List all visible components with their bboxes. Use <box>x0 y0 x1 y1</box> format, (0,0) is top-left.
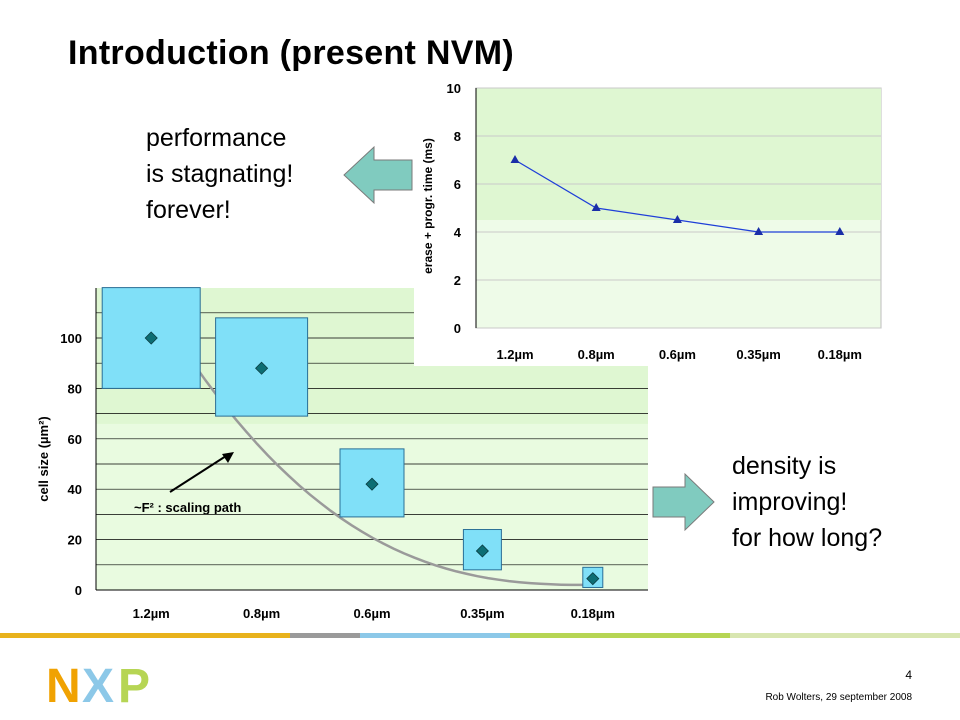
cell-size-marker <box>586 572 600 586</box>
time-marker <box>510 155 520 163</box>
time-marker <box>672 215 682 223</box>
annotation-arrowhead <box>222 452 234 463</box>
density-callout-line: density is <box>732 452 837 480</box>
svg-text:P: P <box>118 660 150 708</box>
performance-callout: performance is stagnating! forever! <box>146 120 293 228</box>
time-x-tick-label: 0.6µm <box>659 347 696 362</box>
scaling-path-curve <box>172 332 593 587</box>
cell-size-marker <box>255 361 269 375</box>
density-callout-line: for how long? <box>732 524 883 552</box>
density-callout-line: improving! <box>732 488 848 516</box>
cell-size-marker <box>475 544 489 558</box>
cell-size-range-box <box>101 287 201 389</box>
time-marker <box>591 203 601 211</box>
svg-text:X: X <box>82 660 114 708</box>
time-y-tick-label: 0 <box>454 321 461 336</box>
x-tick-label: 0.35µm <box>460 606 504 621</box>
cell-size-marker <box>144 331 158 345</box>
x-tick-label: 0.6µm <box>353 606 390 621</box>
time-x-tick-label: 1.2µm <box>496 347 533 362</box>
time-y-tick-label: 2 <box>454 273 461 288</box>
time-y-tick-label: 4 <box>454 225 462 240</box>
y-tick-label: 60 <box>68 432 82 447</box>
nxp-logo: N X P <box>46 660 150 708</box>
x-tick-label: 0.18µm <box>571 606 615 621</box>
density-callout: density is improving! for how long? <box>732 448 882 556</box>
slide-title: Introduction (present NVM) <box>68 34 514 72</box>
performance-callout-line: performance <box>146 124 287 152</box>
footer-divider <box>0 633 960 638</box>
y-tick-label: 80 <box>68 381 82 396</box>
time-y-tick-label: 8 <box>454 129 461 144</box>
time-y-tick-label: 6 <box>454 177 461 192</box>
performance-callout-line: forever! <box>146 196 231 224</box>
cell-size-marker <box>365 477 379 491</box>
author-footer: Rob Wolters, 29 september 2008 <box>765 692 912 703</box>
y-tick-label: 20 <box>68 533 82 548</box>
y-axis-label: cell size (µm²) <box>36 416 51 502</box>
y-tick-label: 100 <box>60 331 82 346</box>
time-marker <box>754 227 764 235</box>
time-x-tick-label: 0.8µm <box>578 347 615 362</box>
time-plot-band <box>476 88 881 220</box>
page-number: 4 <box>905 668 912 682</box>
time-y-axis-label: erase + progr. time (ms) <box>421 138 435 274</box>
x-tick-label: 1.2µm <box>133 606 170 621</box>
time-x-tick-label: 0.35µm <box>736 347 780 362</box>
svg-text:N: N <box>46 660 81 708</box>
scaling-path-annotation: ~F² : scaling path <box>134 500 241 515</box>
performance-callout-line: is stagnating! <box>146 160 294 188</box>
x-tick-label: 0.8µm <box>243 606 280 621</box>
time-x-tick-label: 0.18µm <box>818 347 862 362</box>
annotation-arrow <box>169 455 227 493</box>
y-tick-label: 0 <box>75 583 82 598</box>
time-marker <box>835 227 845 235</box>
y-tick-label: 40 <box>68 482 82 497</box>
time-y-tick-label: 10 <box>447 81 461 96</box>
